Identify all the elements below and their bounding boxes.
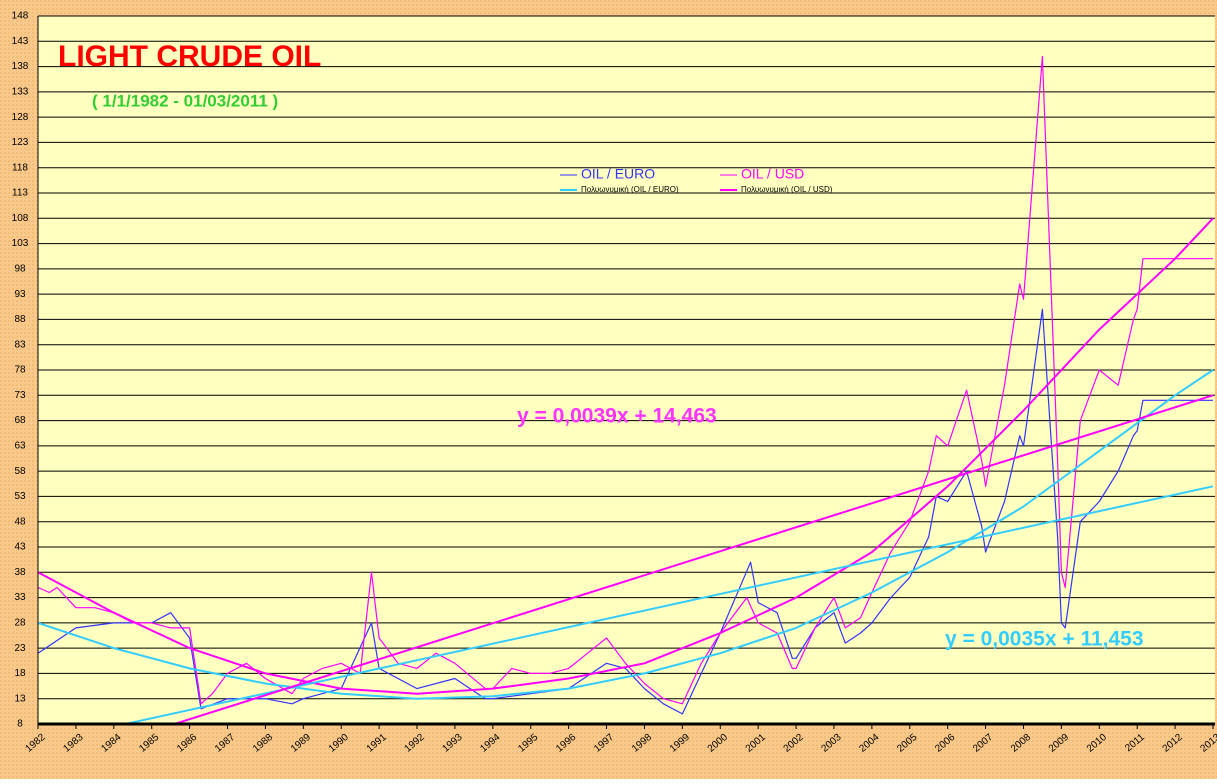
y-tick-label: 98 [14,263,26,274]
y-tick-label: 123 [12,137,29,148]
legend-label: OIL / USD [741,166,804,182]
y-tick-label: 48 [14,516,26,527]
y-tick-label: 28 [14,617,26,628]
series-line [124,485,1214,724]
y-tick-label: 113 [12,188,28,199]
chart-title: LIGHT CRUDE OIL [58,40,321,73]
y-tick-label: 43 [14,542,26,553]
y-tick-label: 103 [12,238,29,249]
y-tick-label: 128 [12,112,29,123]
y-tick-label: 53 [14,491,26,502]
y-tick-label: 143 [12,36,29,47]
y-tick-label: 93 [14,289,26,300]
y-tick-label: 38 [14,567,26,578]
y-tick-label: 63 [14,440,26,451]
series-line [38,55,1213,705]
trendline-equation: y = 0,0039x + 14,463 [517,405,717,428]
series-line [38,308,1213,715]
y-tick-label: 78 [14,365,26,376]
legend-label: OIL / EURO [581,166,655,182]
y-tick-label: 148 [12,11,29,22]
y-tick-label: 8 [17,719,23,730]
y-tick-label: 13 [14,693,26,704]
series-line [38,369,1214,700]
y-tick-label: 88 [14,314,26,325]
trendline-equation: y = 0,0035x + 11,453 [945,628,1144,651]
legend-label: Πολυωνυμική (OIL / USD) [741,185,833,194]
y-tick-label: 68 [14,415,26,426]
y-tick-label: 83 [14,339,26,350]
y-tick-label: 138 [12,61,29,72]
y-tick-label: 73 [14,390,26,401]
y-tick-label: 133 [12,86,29,97]
legend-label: Πολυωνυμική (OIL / EURO) [581,185,679,194]
y-tick-label: 18 [14,668,26,679]
y-tick-label: 23 [14,643,26,654]
y-tick-label: 108 [12,213,29,224]
series-line [38,217,1214,695]
y-tick-label: 58 [14,466,26,477]
chart-subtitle: ( 1/1/1982 - 01/03/2011 ) [92,91,278,110]
y-tick-label: 118 [12,162,28,173]
series-line [174,394,1214,724]
y-tick-label: 33 [14,592,26,603]
